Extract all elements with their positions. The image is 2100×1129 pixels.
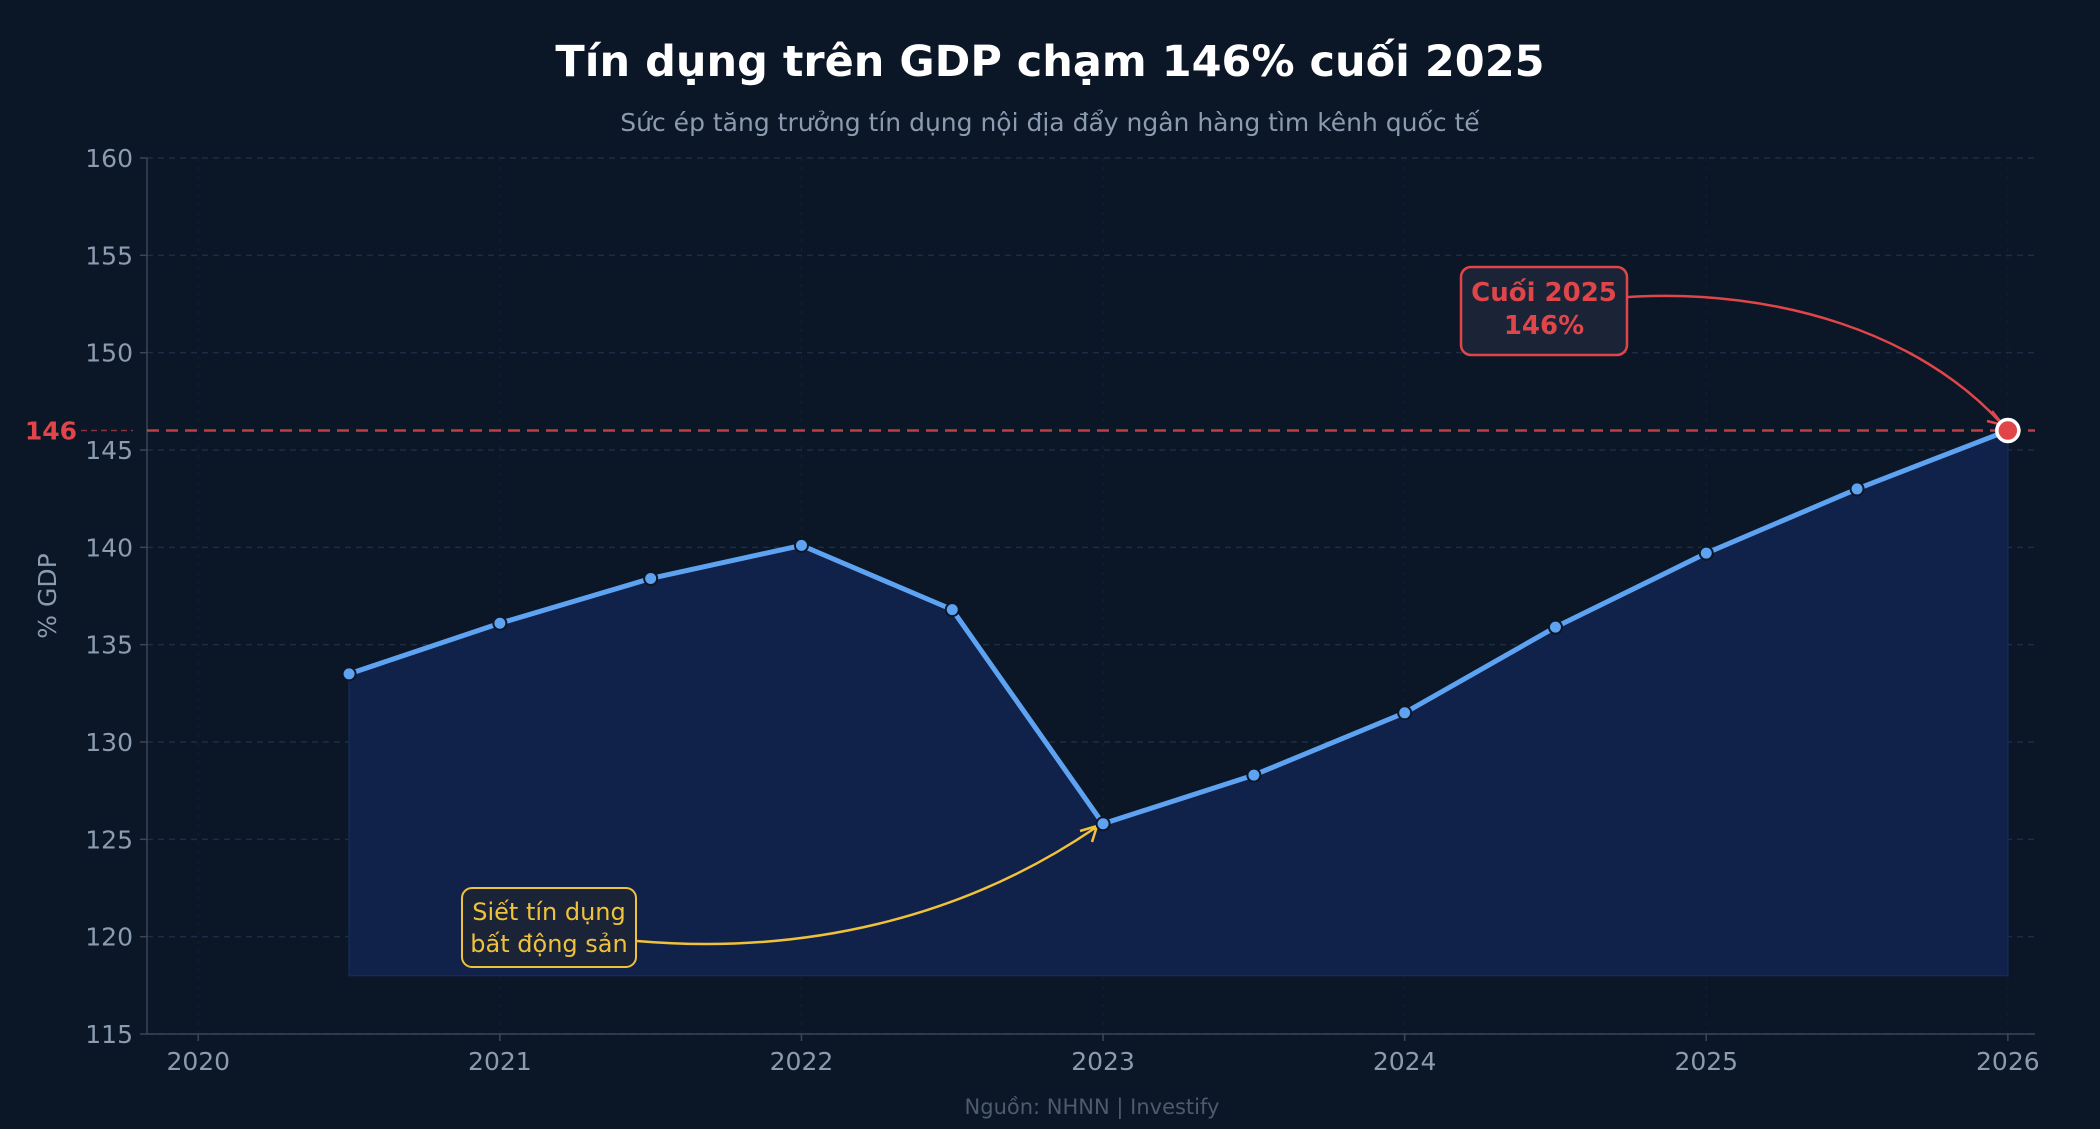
data-point	[1246, 767, 1262, 783]
axes: 115 120 125 130 135 140 145 150 155 160 2020 2021 20…	[25, 144, 2040, 1076]
data-point	[1547, 619, 1563, 635]
highlight-point	[1995, 417, 2021, 444]
series-line	[348, 428, 2009, 827]
y-tick-label: 145	[85, 436, 133, 465]
y-axis-label: % GDP	[33, 553, 62, 638]
annotation-box	[461, 887, 637, 968]
chart-title: Tín dụng trên GDP chạm 146% cuối 2025	[555, 37, 1544, 87]
data-point	[341, 666, 357, 682]
y-tick-label: 115	[85, 1020, 133, 1049]
x-tick-label: 2024	[1373, 1047, 1437, 1076]
data-point	[944, 602, 960, 618]
annotation-text: bất động sản	[470, 930, 627, 958]
annotation-arrow	[636, 826, 1096, 946]
data-point	[1698, 545, 1714, 561]
annotation-text: 146%	[1504, 311, 1584, 341]
annotation-text: Siết tín dụng	[472, 898, 626, 926]
chart-subtitle: Sức ép tăng trưởng tín dụng nội địa đẩy …	[620, 108, 1480, 137]
y-tick-label: 125	[85, 825, 133, 854]
y-tick-label: 160	[85, 144, 133, 173]
annotation-text: Cuối 2025	[1471, 277, 1617, 308]
data-marks	[341, 417, 2021, 832]
source-note: Nguồn: NHNN | Investify	[965, 1095, 1220, 1120]
data-point	[643, 570, 659, 586]
y-tick-label: 120	[85, 923, 133, 952]
data-point	[1849, 481, 1865, 497]
x-tick-label: 2026	[1976, 1047, 2040, 1076]
data-point	[1397, 705, 1413, 721]
x-tick-label: 2020	[166, 1047, 230, 1076]
data-point	[492, 615, 508, 631]
annotation-arrow	[1627, 294, 2001, 423]
x-tick-label: 2023	[1071, 1047, 1135, 1076]
y-tick-label: 155	[85, 241, 133, 270]
x-tick-label: 2022	[770, 1047, 834, 1076]
annotation-box	[1459, 265, 1629, 357]
data-point	[1095, 816, 1111, 832]
y-tick-label: 140	[85, 533, 133, 562]
x-tick-label: 2021	[468, 1047, 532, 1076]
reference-label: 146	[25, 417, 77, 446]
y-tick-label: 135	[85, 631, 133, 660]
x-tick-label: 2025	[1674, 1047, 1738, 1076]
y-tick-label: 150	[85, 339, 133, 368]
y-tick-label: 130	[85, 728, 133, 757]
data-point	[793, 537, 809, 553]
